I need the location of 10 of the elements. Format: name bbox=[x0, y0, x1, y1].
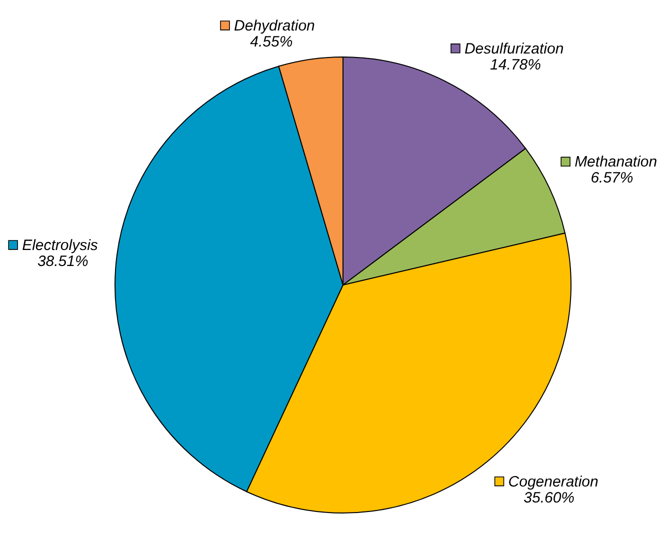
legend-label: Methanation bbox=[574, 154, 658, 171]
data-label: 6.57% bbox=[590, 170, 634, 187]
legend-label: Electrolysis bbox=[22, 236, 98, 254]
data-label: 35.60% bbox=[524, 489, 575, 506]
data-label: 14.78% bbox=[490, 56, 541, 74]
legend-label: Cogeneration bbox=[508, 473, 598, 490]
data-label: 38.51% bbox=[37, 252, 88, 270]
data-label: 4.55% bbox=[250, 33, 293, 50]
legend-label: Desulfurization bbox=[464, 40, 564, 58]
legend-label: Dehydration bbox=[234, 17, 315, 34]
